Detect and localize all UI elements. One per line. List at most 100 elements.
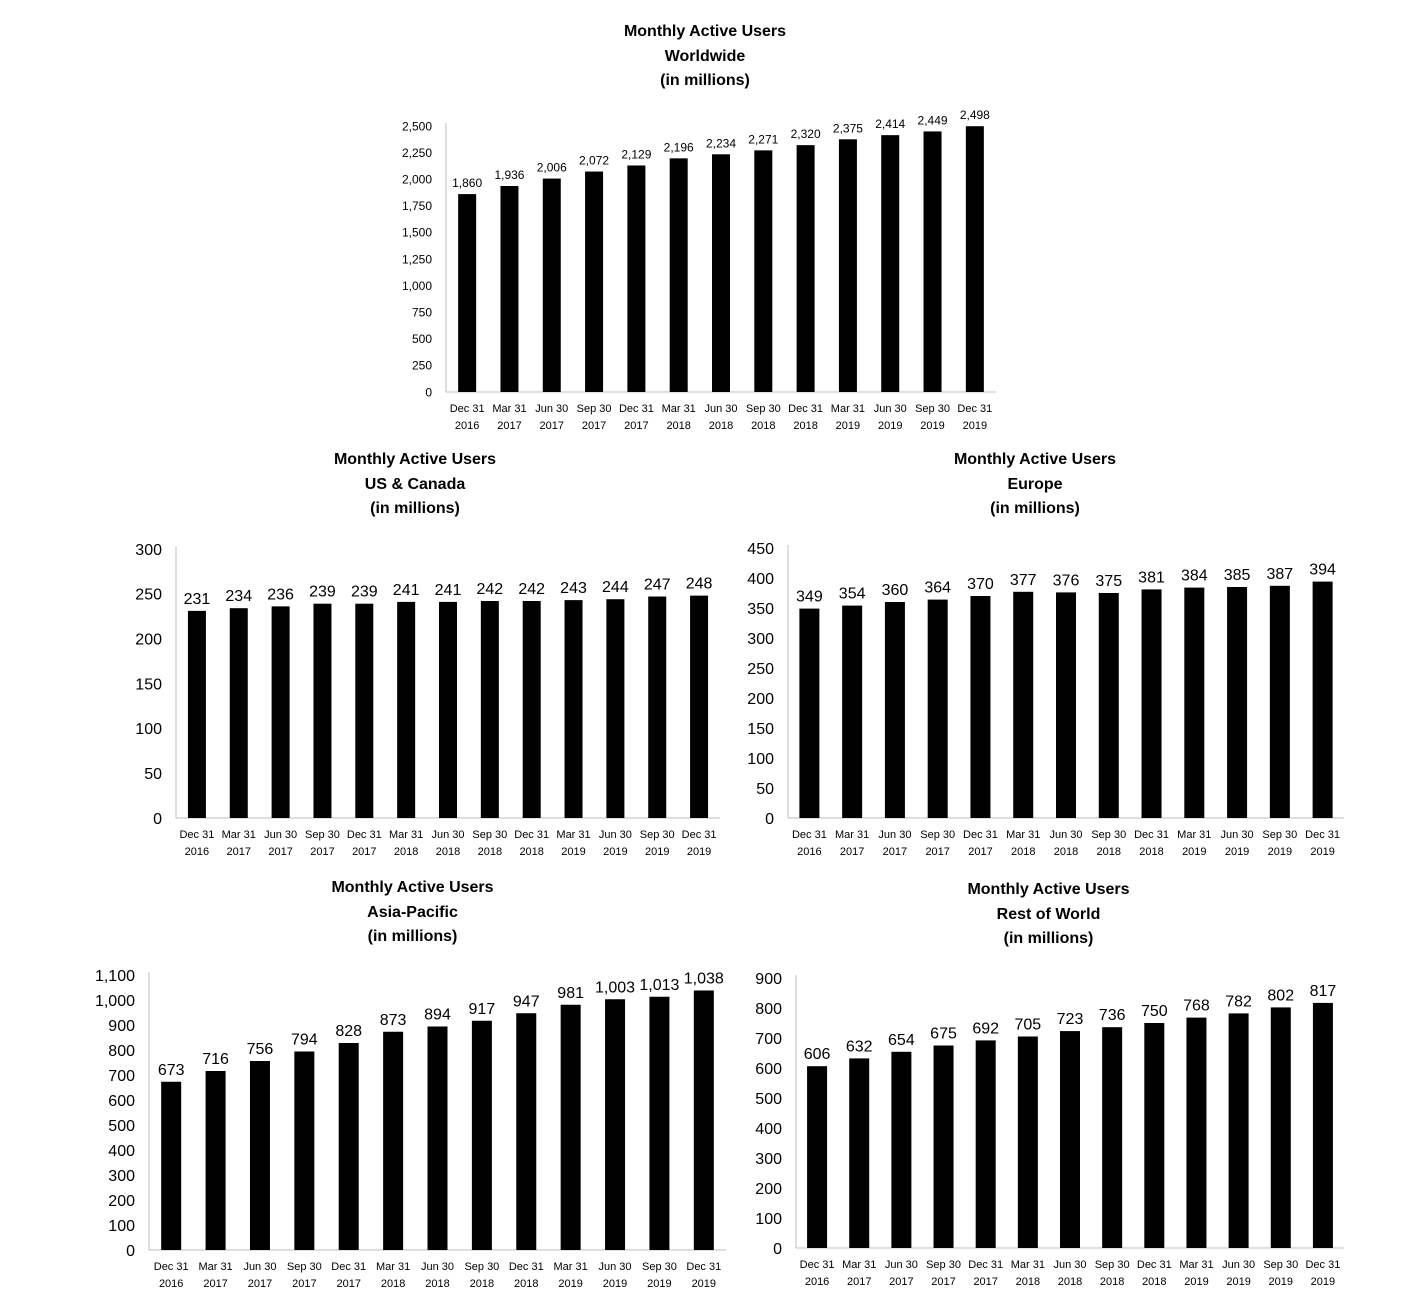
chart-title-line: (in millions)	[990, 500, 1080, 517]
y-tick-label: 500	[108, 1118, 135, 1135]
bar	[1270, 1007, 1291, 1248]
x-tick-label: 2017	[292, 1278, 316, 1290]
y-tick-label: 750	[412, 306, 432, 320]
x-tick-label: Jun 30	[1222, 1259, 1255, 1271]
x-tick-label: Jun 30	[431, 829, 464, 841]
data-label: 1,936	[494, 168, 524, 182]
x-tick-label: 2019	[878, 420, 902, 432]
data-label: 234	[225, 588, 252, 605]
y-tick-label: 300	[135, 542, 162, 559]
x-tick-label: Jun 30	[1053, 1259, 1086, 1271]
x-tick-label: Jun 30	[885, 1259, 918, 1271]
x-tick-label: Jun 30	[878, 829, 911, 841]
x-tick-label: 2019	[1269, 1276, 1293, 1288]
bar	[1227, 587, 1248, 818]
chart-title-line: (in millions)	[367, 928, 458, 945]
data-label: 2,320	[791, 127, 821, 141]
x-tick-label: Mar 31	[1177, 829, 1211, 841]
x-tick-label: 2017	[840, 846, 864, 858]
chart-title: Monthly Active Users Asia-Pacific (in mi…	[85, 876, 740, 950]
x-tick-label: 2017	[540, 420, 564, 432]
bar	[313, 603, 332, 818]
data-label: 241	[393, 582, 420, 599]
bar	[712, 154, 730, 392]
data-label: 231	[184, 591, 211, 608]
x-tick-label: Jun 30	[599, 829, 632, 841]
bar	[383, 1031, 404, 1250]
x-tick-label: Sep 30	[464, 1261, 499, 1273]
bar	[187, 610, 206, 818]
y-tick-label: 450	[747, 541, 774, 558]
x-tick-label: 2017	[268, 846, 292, 858]
data-label: 981	[557, 985, 584, 1002]
bar	[271, 606, 290, 818]
x-tick-label: Dec 31	[1134, 829, 1169, 841]
x-tick-label: 2016	[805, 1276, 829, 1288]
chart-europe: Monthly Active Users Europe (in millions…	[720, 448, 1370, 868]
data-label: 654	[888, 1032, 915, 1049]
bar	[923, 131, 942, 392]
y-tick-label: 900	[108, 1018, 135, 1035]
x-tick-label: Jun 30	[874, 403, 907, 415]
data-label: 756	[247, 1041, 274, 1058]
bar	[799, 608, 820, 818]
x-tick-label: Mar 31	[1011, 1259, 1045, 1271]
data-label: 1,038	[684, 971, 724, 988]
data-label: 817	[1310, 983, 1337, 1000]
y-tick-label: 0	[765, 811, 774, 828]
chart-title-line: Worldwide	[664, 47, 746, 65]
x-tick-label: Mar 31	[842, 1259, 876, 1271]
x-tick-label: 2018	[1097, 846, 1121, 858]
chart-title-line: Rest of World	[996, 905, 1101, 923]
data-label: 364	[924, 580, 951, 597]
bar	[427, 1026, 448, 1250]
data-label: 828	[335, 1023, 362, 1040]
y-tick-label: 500	[412, 332, 432, 346]
y-tick-label: 800	[755, 1001, 782, 1018]
y-tick-label: 1,000	[402, 279, 432, 293]
bar	[1056, 592, 1076, 818]
x-tick-label: 2017	[847, 1276, 871, 1288]
x-tick-label: Dec 31	[347, 829, 382, 841]
x-tick-label: 2017	[248, 1278, 272, 1290]
data-label: 384	[1181, 568, 1208, 585]
x-tick-label: 2019	[836, 420, 860, 432]
x-tick-label: Dec 31	[179, 829, 214, 841]
bar	[884, 602, 905, 818]
x-tick-label: 2016	[797, 846, 821, 858]
x-tick-label: Sep 30	[746, 403, 781, 415]
x-tick-label: 2017	[582, 420, 606, 432]
data-label: 2,498	[960, 108, 990, 122]
data-label: 2,006	[537, 161, 567, 175]
x-tick-label: 2017	[925, 846, 949, 858]
x-tick-label: Jun 30	[704, 403, 737, 415]
x-tick-label: Mar 31	[376, 1261, 410, 1273]
data-label: 239	[351, 584, 378, 601]
bar	[522, 601, 541, 818]
x-tick-label: 2018	[793, 420, 817, 432]
y-tick-label: 300	[755, 1151, 782, 1168]
bar	[1013, 591, 1034, 818]
bar	[205, 1071, 226, 1250]
bar-chart-europe: 0 50 100 150 200 250 300 350 400 450 349 Dec 31 2016…	[747, 541, 1344, 858]
bar	[1312, 1002, 1333, 1248]
x-tick-label: 2019	[603, 1278, 627, 1290]
data-label: 1,003	[595, 979, 635, 996]
bar	[975, 1040, 996, 1248]
bar	[471, 1020, 492, 1250]
x-tick-label: 2019	[1182, 846, 1206, 858]
x-tick-label: 2018	[1016, 1276, 1040, 1288]
chart-title: Monthly Active Users Rest of World (in m…	[727, 878, 1370, 952]
y-tick-label: 600	[108, 1093, 135, 1110]
x-tick-label: Mar 31	[556, 829, 590, 841]
x-tick-label: Sep 30	[1263, 1259, 1298, 1271]
bar	[842, 605, 863, 818]
x-tick-label: 2018	[1100, 1276, 1124, 1288]
x-tick-label: 2017	[352, 846, 376, 858]
data-label: 385	[1224, 567, 1251, 584]
bar	[500, 186, 519, 392]
x-tick-label: Dec 31	[968, 1259, 1003, 1271]
x-tick-label: Dec 31	[514, 829, 549, 841]
bar	[1228, 1013, 1249, 1248]
data-label: 692	[972, 1020, 999, 1037]
